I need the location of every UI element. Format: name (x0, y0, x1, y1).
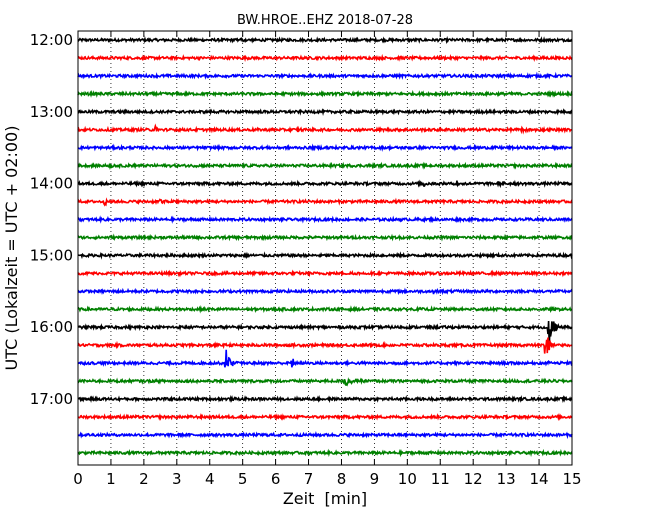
x-axis: 0 1 2 3 4 5 6 7 8 9 10 11 12 13 14 15 (73, 31, 582, 488)
y-tick-label: 12:00 (30, 31, 73, 49)
trace-1545 (77, 304, 573, 314)
x-tick-label: 2 (139, 470, 149, 488)
x-tick-label: 6 (271, 470, 281, 488)
trace-1530 (77, 287, 573, 296)
trace-1415 (77, 197, 573, 207)
trace-1345 (77, 161, 573, 171)
y-tick-label: 16:00 (30, 318, 73, 336)
y-tick-label: 14:00 (30, 175, 73, 193)
trace-1245 (77, 89, 573, 98)
y-tick-label: 17:00 (30, 390, 73, 408)
x-tick-label: 1 (106, 470, 116, 488)
trace-1500 (77, 251, 573, 260)
x-tick-label: 12 (464, 470, 483, 488)
trace-1630 (77, 349, 573, 368)
trace-1300 (77, 108, 573, 116)
x-tick-label: 13 (497, 470, 516, 488)
x-tick-label: 5 (238, 470, 248, 488)
x-tick-label: 7 (304, 470, 314, 488)
x-tick-label: 4 (205, 470, 215, 488)
trace-1745 (77, 448, 573, 458)
trace-1215 (77, 53, 573, 63)
y-axis-label: UTC (Lokalzeit = UTC + 02:00) (2, 126, 21, 371)
trace-1430 (77, 215, 573, 224)
x-tick-label: 3 (172, 470, 182, 488)
trace-1230 (77, 71, 573, 80)
x-tick-label: 15 (562, 470, 581, 488)
x-axis-label: Zeit [min] (283, 489, 367, 508)
trace-1600 (77, 321, 573, 348)
trace-1315 (77, 123, 573, 135)
trace-1200 (77, 35, 573, 45)
trace-1515 (77, 269, 573, 278)
trace-group (77, 35, 573, 458)
x-tick-label: 11 (431, 470, 450, 488)
trace-1445 (77, 233, 573, 242)
y-axis: 12:00 13:00 14:00 15:00 16:00 17:00 (30, 31, 572, 408)
x-tick-label: 14 (530, 470, 549, 488)
trace-1730 (77, 431, 573, 440)
x-tick-label: 9 (370, 470, 380, 488)
x-tick-label: 10 (398, 470, 417, 488)
trace-1700 (77, 394, 573, 404)
y-tick-label: 13:00 (30, 103, 73, 121)
trace-1715 (78, 412, 573, 422)
y-tick-label: 15:00 (30, 246, 73, 264)
plot-frame (77, 30, 573, 466)
trace-1400 (77, 179, 573, 189)
x-tick-label: 8 (337, 470, 347, 488)
trace-1330 (77, 143, 573, 152)
grid-lines (110, 31, 540, 465)
x-tick-label: 0 (73, 470, 83, 488)
trace-1615 (77, 337, 573, 354)
chart-title: BW.HROE..EHZ 2018-07-28 (237, 13, 413, 28)
trace-1645 (77, 377, 573, 387)
